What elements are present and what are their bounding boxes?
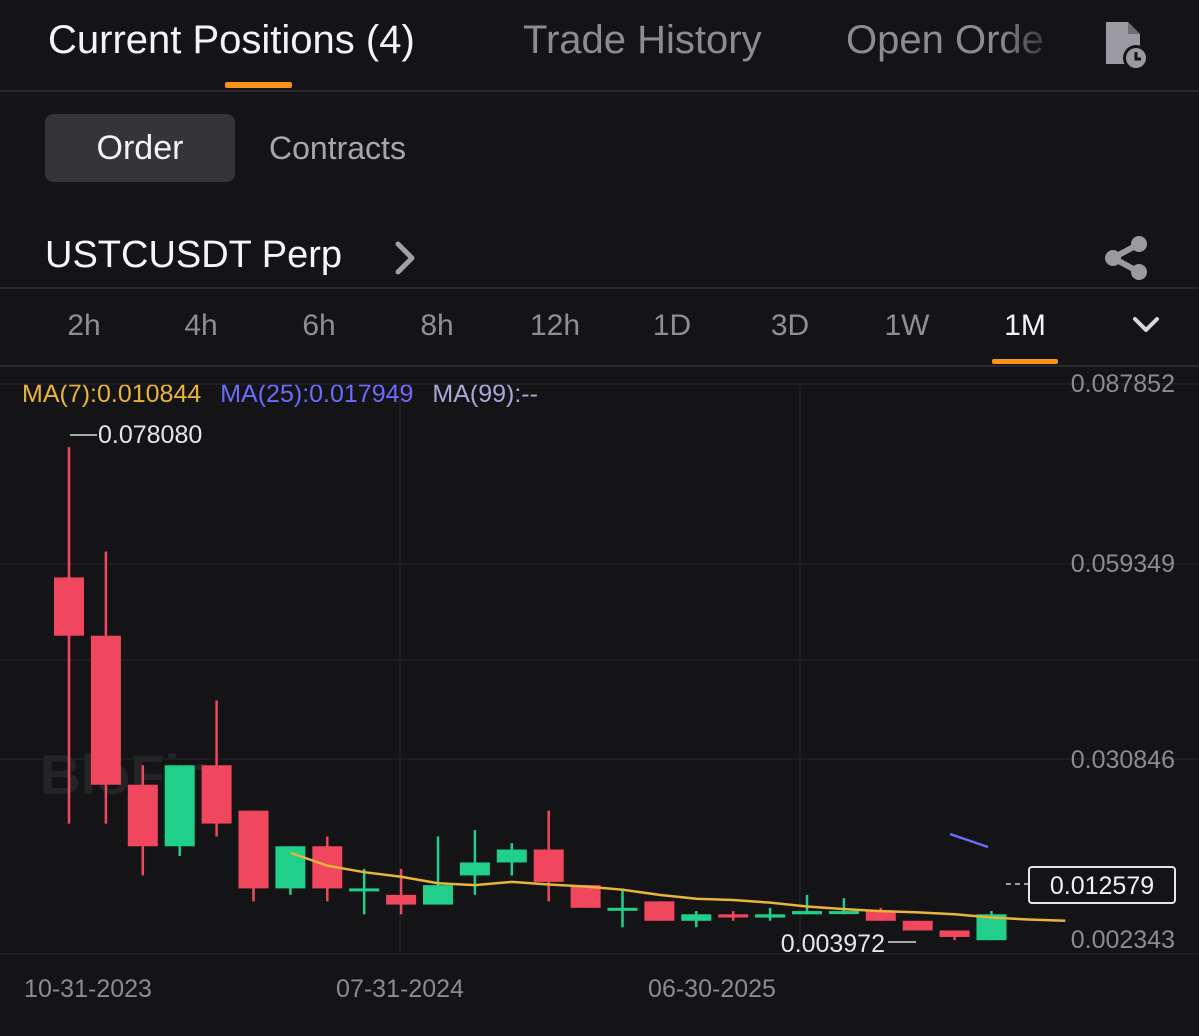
x-tick-label: 07-31-2024 — [336, 975, 464, 1003]
chevron-right-icon[interactable] — [390, 238, 420, 278]
ma25-line — [949, 832, 989, 849]
candle-body — [939, 930, 970, 937]
candle-body — [865, 911, 896, 921]
candle-body — [201, 765, 232, 824]
candle-body — [127, 784, 158, 847]
last-price-label: 0.012579 — [1050, 872, 1154, 900]
segment-order[interactable]: Order — [45, 114, 235, 182]
candles — [54, 447, 1007, 941]
x-tick-label: 10-31-2023 — [24, 975, 152, 1003]
interval-selector: 2h 4h 6h 8h 12h 1D 3D 1W 1M — [0, 287, 1199, 367]
interval-2h[interactable]: 2h — [67, 309, 101, 342]
last-price-box — [1028, 866, 1176, 904]
candle-body — [718, 914, 749, 918]
candle-body — [496, 849, 527, 863]
candlestick-chart[interactable]: BloFin 0.087852 0.059349 0.030846 0.0023… — [0, 364, 1199, 1036]
segment-contracts[interactable]: Contracts — [269, 130, 406, 166]
chevron-down-icon[interactable] — [1130, 309, 1162, 341]
y-tick-label: 0.030846 — [1071, 746, 1175, 774]
candle-body — [275, 846, 306, 889]
candle-body — [755, 914, 786, 918]
active-interval-indicator — [992, 359, 1058, 364]
y-tick-label: 0.002343 — [1071, 926, 1175, 954]
candle-body — [902, 920, 933, 931]
candle-body — [570, 885, 601, 908]
interval-12h[interactable]: 12h — [529, 309, 581, 342]
interval-3d[interactable]: 3D — [770, 309, 810, 342]
high-price-label: 0.078080 — [98, 421, 202, 449]
active-tab-indicator — [225, 82, 292, 88]
low-price-label: 0.003972 — [781, 930, 885, 958]
tab-overflow-fade — [1000, 10, 1090, 80]
order-history-icon[interactable] — [1100, 20, 1152, 72]
tab-trade-history[interactable]: Trade History — [523, 18, 762, 62]
candle-body — [828, 911, 859, 915]
candle-body — [644, 901, 675, 921]
interval-1d[interactable]: 1D — [652, 309, 692, 342]
position-tabs: Current Positions (4) Trade History Open… — [0, 0, 1199, 92]
candle-body — [533, 849, 564, 882]
candle-body — [681, 914, 712, 921]
interval-1m[interactable]: 1M — [1004, 309, 1046, 342]
interval-4h[interactable]: 4h — [184, 309, 218, 342]
share-icon[interactable] — [1103, 235, 1149, 281]
interval-8h[interactable]: 8h — [420, 309, 454, 342]
interval-6h[interactable]: 6h — [302, 309, 336, 342]
tab-current-positions[interactable]: Current Positions (4) — [48, 18, 415, 62]
candle-body — [459, 862, 490, 876]
candle-body — [386, 894, 417, 905]
chart-grid — [0, 383, 1199, 955]
y-tick-label: 0.059349 — [1071, 550, 1175, 578]
x-tick-label: 06-30-2025 — [648, 975, 776, 1003]
candle-body — [90, 635, 121, 785]
y-tick-label: 0.087852 — [1071, 370, 1175, 398]
interval-1w[interactable]: 1W — [884, 309, 930, 342]
candle-body — [349, 888, 380, 892]
candle-body — [607, 907, 638, 911]
candle-body — [792, 911, 822, 915]
candle-body — [164, 765, 195, 847]
candle-body — [238, 810, 269, 889]
ma7-line — [289, 851, 1066, 923]
candle-body — [54, 577, 84, 636]
symbol-title[interactable]: USTCUSDT Perp — [45, 234, 343, 276]
candle-body — [423, 885, 453, 905]
